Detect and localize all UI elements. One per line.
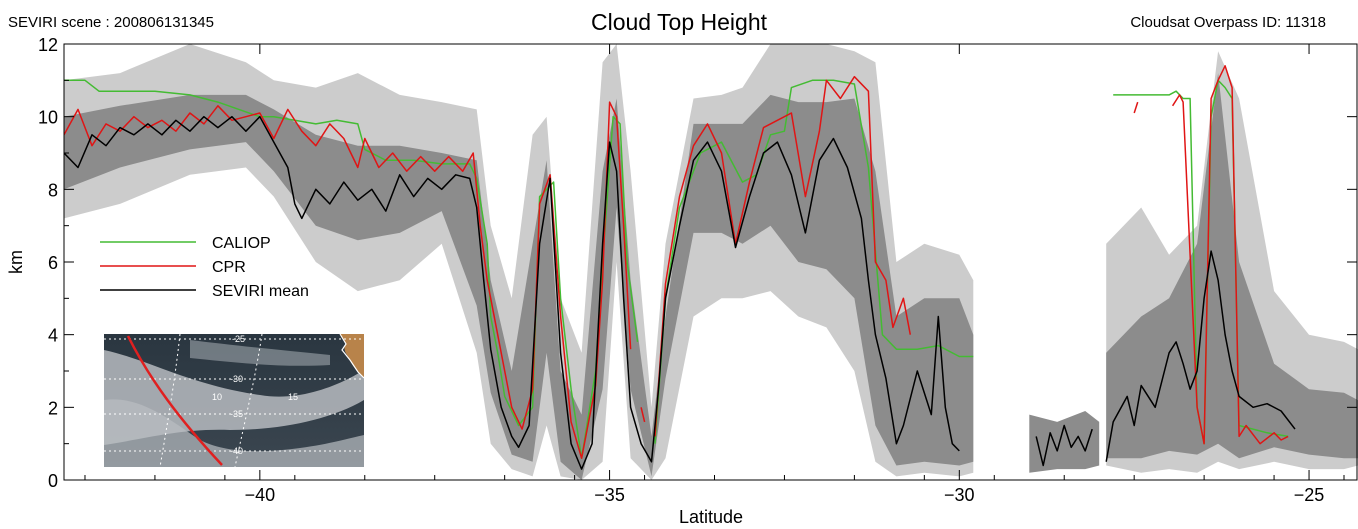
inset-coastline-edge <box>339 333 365 379</box>
series-line-caliop <box>654 79 974 444</box>
scene-label: SEVIRI scene : 200806131345 <box>8 14 214 31</box>
x-tick-label: −30 <box>944 485 975 505</box>
legend-label: CPR <box>212 259 246 276</box>
satellite-inset-map: -25 -30 -35 -40 10 15 <box>104 333 365 468</box>
y-tick-label: 2 <box>48 398 58 418</box>
series-line-cpr <box>1171 65 1289 445</box>
series-line-cpr <box>654 75 912 437</box>
y-tick-label: 6 <box>48 253 58 273</box>
inset-lon-label: 15 <box>288 392 298 402</box>
series-line-cpr <box>64 101 632 459</box>
axes: −40 −35 −30 −25 0 2 4 6 8 10 12 Latitude km <box>6 35 1358 527</box>
series-line-seviri-mean <box>64 115 960 470</box>
series-line-cpr <box>1133 101 1139 114</box>
range-band-band-mid <box>1029 411 1100 473</box>
inset-lon-label: 10 <box>212 392 222 402</box>
inset-cloud-patch <box>190 340 330 366</box>
series-lines <box>64 65 1296 470</box>
y-tick-label: 0 <box>48 471 58 491</box>
y-tick-label: 4 <box>48 326 58 346</box>
x-axis-label: Latitude <box>679 507 743 527</box>
inset-lat-label: -25 <box>232 334 245 344</box>
series-line-cpr <box>640 407 646 423</box>
inset-cloud-band <box>104 399 364 467</box>
y-tick-label: 12 <box>38 35 58 55</box>
range-band-band-inner-right <box>1106 73 1358 459</box>
series-line-seviri-mean <box>1105 250 1296 462</box>
inset-lat-label: -40 <box>230 446 243 456</box>
inset-satellite-track <box>126 335 223 466</box>
legend-label: SEVIRI mean <box>212 283 309 300</box>
chart-title: Cloud Top Height <box>590 9 768 35</box>
inset-lat-label: -35 <box>230 409 243 419</box>
y-tick-label: 10 <box>38 108 58 128</box>
x-tick-label: −25 <box>1294 485 1325 505</box>
legend-label: CALIOP <box>212 235 271 252</box>
inset-gridlines <box>104 333 364 468</box>
y-tick-label: 8 <box>48 180 58 200</box>
overpass-label: Cloudsat Overpass ID: 11318 <box>1130 14 1326 31</box>
series-line-seviri-mean <box>1035 424 1093 467</box>
legend: CALIOP CPR SEVIRI mean <box>100 235 309 300</box>
inset-lat-label: -30 <box>230 374 243 384</box>
y-axis-label: km <box>6 250 26 274</box>
x-tick-label: −35 <box>594 485 625 505</box>
range-band-band-inner <box>64 94 974 480</box>
x-tick-label: −40 <box>245 485 276 505</box>
height-range-bands <box>64 44 1358 480</box>
